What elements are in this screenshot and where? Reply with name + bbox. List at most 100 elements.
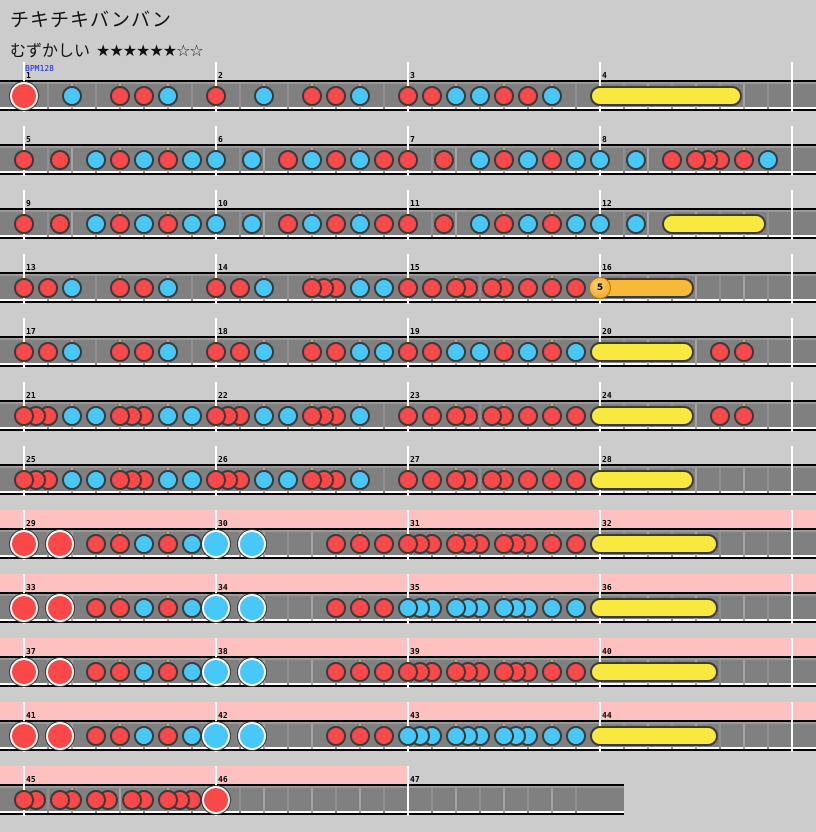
beat-divider <box>287 660 289 685</box>
don-note <box>326 86 346 106</box>
beat-divider <box>311 596 313 621</box>
ka-note <box>566 342 586 362</box>
beat-divider <box>383 788 385 813</box>
don-note <box>326 598 346 618</box>
measure-number: 43 <box>410 711 420 720</box>
don-note <box>434 214 454 234</box>
difficulty-label: むずかしい <box>10 41 91 60</box>
big-ka-note <box>202 658 230 686</box>
beat-divider <box>647 212 649 237</box>
don-note <box>422 470 442 490</box>
don-note <box>422 278 442 298</box>
ka-note <box>62 86 82 106</box>
ka-note <box>182 598 202 618</box>
measure-line <box>791 638 793 688</box>
ka-note <box>398 598 418 618</box>
don-note <box>710 406 730 426</box>
drumroll-note <box>590 598 718 618</box>
big-ka-note <box>202 594 230 622</box>
don-note <box>374 726 394 746</box>
don-note <box>542 214 562 234</box>
don-note <box>398 470 418 490</box>
ka-note <box>542 598 562 618</box>
ka-note <box>134 150 154 170</box>
ka-note <box>518 342 538 362</box>
don-note <box>482 470 502 490</box>
beat-divider <box>455 148 457 173</box>
big-don-note <box>46 594 74 622</box>
don-note <box>446 662 466 682</box>
beat-divider <box>743 532 745 557</box>
beat-divider <box>431 148 433 173</box>
don-note <box>542 342 562 362</box>
chart-row: 33 34 35 36 <box>0 574 816 640</box>
don-note <box>110 86 130 106</box>
measure-number: 29 <box>26 519 36 528</box>
don-note <box>542 406 562 426</box>
drumroll-note <box>662 214 766 234</box>
ka-note <box>182 214 202 234</box>
beat-divider <box>287 532 289 557</box>
measure-number: 45 <box>26 775 36 784</box>
don-note <box>134 342 154 362</box>
beat-divider <box>95 276 97 301</box>
measure-line <box>791 126 793 176</box>
don-note <box>398 214 418 234</box>
don-note <box>542 150 562 170</box>
chart-row: 9 10 11 12 <box>0 190 816 256</box>
beat-divider <box>71 212 73 237</box>
chart-row: 25 26 27 28 <box>0 446 816 512</box>
drumroll-note <box>590 342 694 362</box>
don-note <box>122 790 142 810</box>
don-note <box>542 662 562 682</box>
don-note <box>494 662 514 682</box>
measure-number: 35 <box>410 583 420 592</box>
measure-number: 39 <box>410 647 420 656</box>
measure-number: 4 <box>602 71 607 80</box>
balloon-count: 5 <box>589 277 611 299</box>
measure-number: 41 <box>26 711 36 720</box>
don-note <box>374 150 394 170</box>
don-note <box>422 342 442 362</box>
measure-line <box>791 446 793 496</box>
don-note <box>398 342 418 362</box>
big-don-note <box>10 530 38 558</box>
beat-divider <box>527 788 529 813</box>
song-title: チキチキバンバン <box>10 9 172 31</box>
don-note <box>278 150 298 170</box>
measure-line <box>791 318 793 368</box>
ka-note <box>470 86 490 106</box>
don-note <box>374 662 394 682</box>
ka-note <box>182 534 202 554</box>
measure-number: 26 <box>218 455 228 464</box>
beat-divider <box>743 276 745 301</box>
beat-divider <box>767 404 769 429</box>
measure-number: 27 <box>410 455 420 464</box>
chart-row: 1 2 3 4 BPM128 <box>0 62 816 128</box>
don-note <box>446 534 466 554</box>
measure-line <box>791 574 793 624</box>
ka-note <box>278 406 298 426</box>
drumroll-note <box>590 534 718 554</box>
don-note <box>494 342 514 362</box>
don-note <box>158 150 178 170</box>
ka-note <box>350 406 370 426</box>
don-note <box>110 662 130 682</box>
don-note <box>482 278 502 298</box>
ka-note <box>86 470 106 490</box>
beat-divider <box>623 148 625 173</box>
don-note <box>566 470 586 490</box>
measure-number: 32 <box>602 519 612 528</box>
don-note <box>86 726 106 746</box>
beat-divider <box>263 148 265 173</box>
chart-row: 21 22 23 24 <box>0 382 816 448</box>
big-don-note <box>10 658 38 686</box>
ka-note <box>158 470 178 490</box>
ka-note <box>182 150 202 170</box>
beat-divider <box>767 212 769 237</box>
measure-number: 31 <box>410 519 420 528</box>
don-note <box>326 214 346 234</box>
lane-border-bottom <box>0 813 624 815</box>
chart-row: 17 18 19 20 <box>0 318 816 384</box>
big-ka-note <box>238 594 266 622</box>
